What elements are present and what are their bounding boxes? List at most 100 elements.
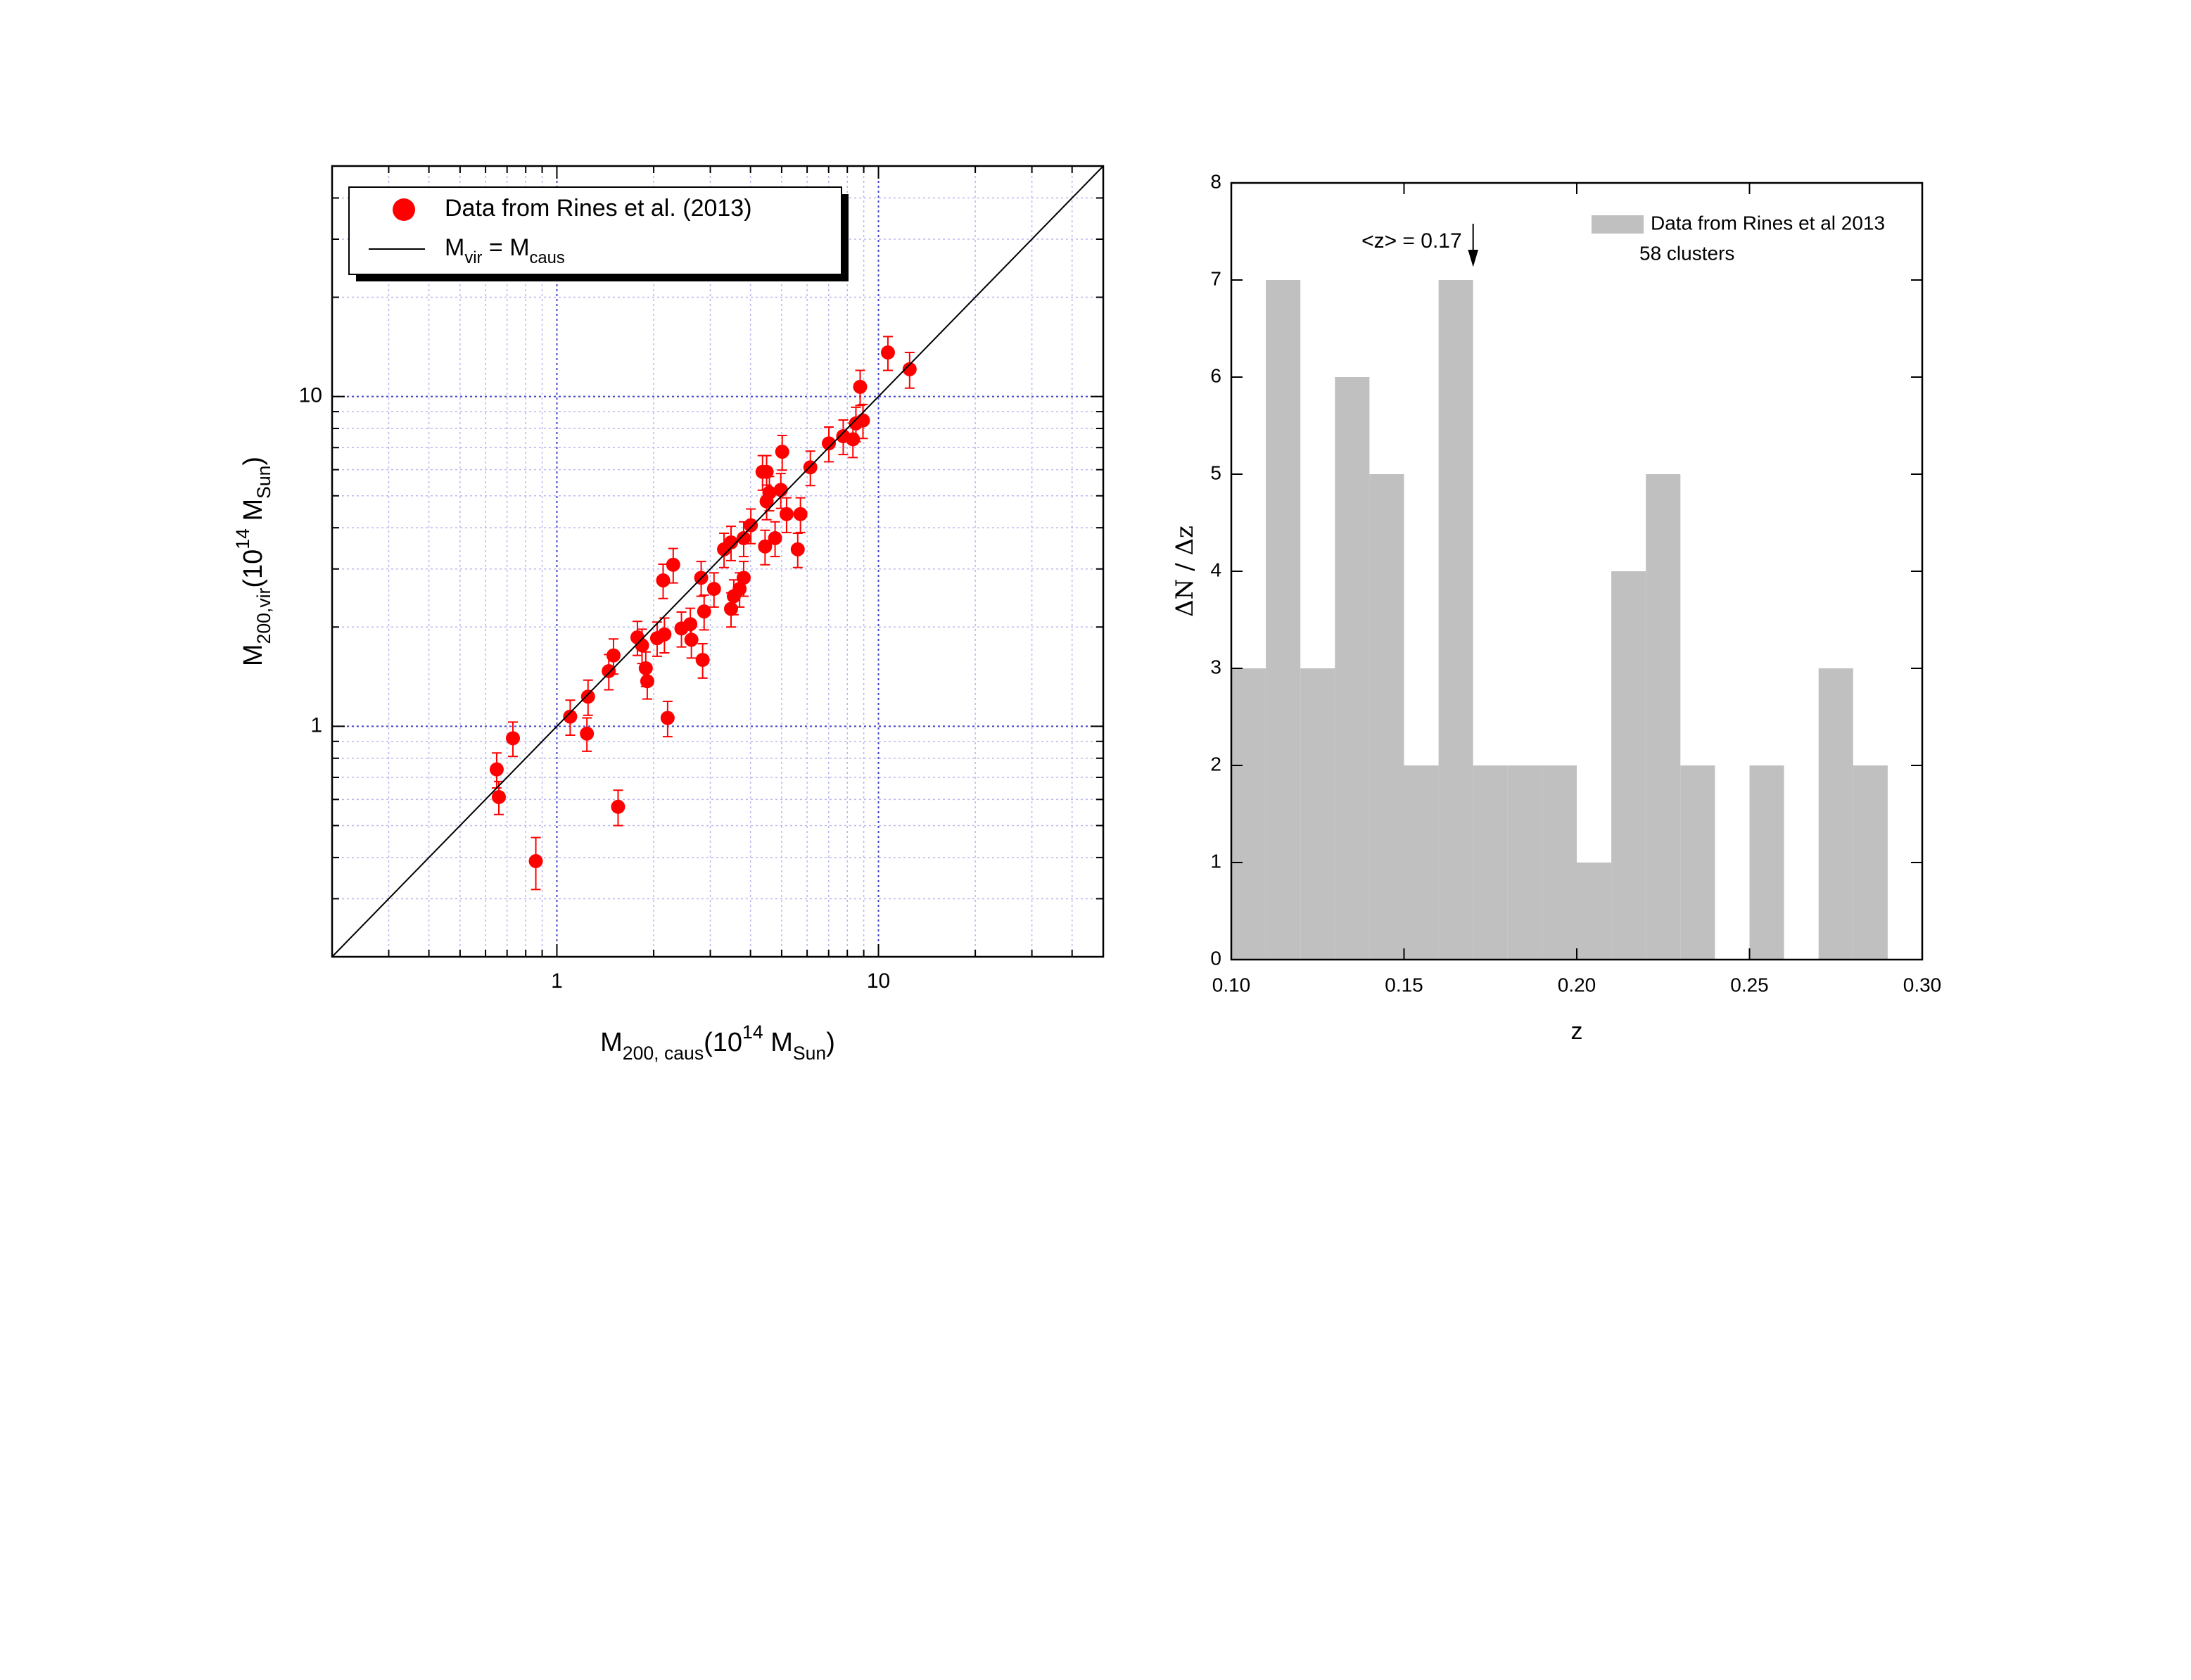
y-axis-label-part: M <box>239 499 268 528</box>
point <box>790 542 805 556</box>
bar <box>1577 863 1612 960</box>
x-tick-label: 0.10 <box>1212 974 1251 995</box>
point <box>706 582 721 597</box>
bar <box>1646 474 1681 960</box>
point <box>506 731 521 746</box>
x-axis-label-part: z <box>1571 1018 1583 1045</box>
bar <box>1231 668 1266 960</box>
point <box>528 854 543 869</box>
point <box>779 507 794 521</box>
y-axis-label: M200,vir(1014 MSun) <box>232 457 274 666</box>
point <box>724 602 739 616</box>
point <box>902 362 917 376</box>
point <box>759 464 774 479</box>
point <box>640 674 654 689</box>
point <box>736 530 751 545</box>
line <box>331 165 1104 957</box>
point <box>773 483 788 497</box>
y-axis-label: ΔN / Δz <box>1171 526 1199 617</box>
y-tick-label: 3 <box>1210 656 1221 677</box>
point <box>580 726 595 741</box>
y-axis-label-part: 14 <box>232 528 253 549</box>
x-axis-label: z <box>1571 1018 1583 1045</box>
point <box>666 557 680 572</box>
point <box>775 445 789 459</box>
legend-label-part: M <box>445 234 464 261</box>
y-tick-label: 2 <box>1210 753 1221 775</box>
x-axis-label-part: 200, caus <box>623 1043 704 1064</box>
point <box>697 604 711 619</box>
annotation: 58 clusters <box>1639 242 1734 264</box>
x-tick-label: 0.30 <box>1903 974 1942 995</box>
y-tick-label: 5 <box>1210 462 1221 483</box>
y-axis-label-part: Sun <box>253 466 274 499</box>
x-axis-label-part: (10 <box>704 1028 742 1057</box>
x-tick-label: 0.25 <box>1730 974 1769 995</box>
legend-label-part: Data from Rines et al. (2013) <box>445 195 752 222</box>
annotation: <z> = 0.17 <box>1361 229 1462 253</box>
point <box>793 507 808 521</box>
legend-label-part: caus <box>530 248 565 267</box>
annotation-arrow <box>1468 224 1479 267</box>
y-axis-label-part: (10 <box>239 549 268 588</box>
bar <box>1611 571 1646 960</box>
point <box>656 573 671 587</box>
x-tick-label: 1 <box>551 969 563 993</box>
y-tick-label: 6 <box>1210 364 1221 386</box>
legend-label: Data from Rines et al. (2013) <box>445 195 752 222</box>
point <box>684 632 699 647</box>
point <box>563 709 578 724</box>
legend-label-part: vir <box>464 248 482 267</box>
y-tick-label: 10 <box>299 384 322 407</box>
x-axis-label-part: ) <box>826 1028 835 1057</box>
x-axis-label-part: M <box>600 1028 623 1057</box>
point <box>580 689 595 704</box>
point <box>744 518 758 533</box>
y-axis-label-part: 200,vir <box>253 587 274 644</box>
point <box>638 661 653 675</box>
point <box>762 485 777 500</box>
x-tick-label: 0.15 <box>1385 974 1423 995</box>
y-tick-label: 1 <box>310 713 322 737</box>
x-axis-label-part: M <box>763 1028 793 1057</box>
point <box>660 711 675 725</box>
bar <box>1542 765 1577 960</box>
bar <box>1335 377 1370 960</box>
point <box>846 432 860 447</box>
x-axis-label: M200, caus(1014 MSun) <box>600 1022 835 1064</box>
bar <box>1266 280 1301 960</box>
y-tick-label: 7 <box>1210 267 1221 289</box>
point <box>491 789 506 804</box>
y-tick-label: 4 <box>1210 559 1221 580</box>
bar <box>1404 765 1439 960</box>
x-axis-label-part: 14 <box>742 1022 763 1043</box>
point <box>611 799 625 814</box>
x-tick-label: 0.20 <box>1558 974 1596 995</box>
bar <box>1438 280 1473 960</box>
y-tick-label: 8 <box>1210 170 1221 192</box>
y-axis-label-part: ΔN / Δz <box>1171 526 1199 617</box>
point <box>736 571 751 585</box>
legend <box>348 186 842 275</box>
legend-label-part: = M <box>482 234 529 261</box>
point <box>695 652 710 667</box>
point <box>606 648 621 663</box>
legend-label: Data from Rines et al 2013 <box>1651 212 1885 234</box>
y-axis-label-part: ) <box>239 457 268 466</box>
point <box>768 530 782 545</box>
point <box>822 436 837 451</box>
bar <box>1507 765 1542 960</box>
y-tick-label: 1 <box>1210 850 1221 872</box>
point <box>635 638 649 653</box>
point <box>758 539 773 554</box>
x-axis-label-part: Sun <box>793 1043 826 1064</box>
plot-frame <box>331 165 1105 958</box>
legend-swatch <box>1592 215 1644 234</box>
point <box>856 413 870 428</box>
legend-label: Mvir = Mcaus <box>445 234 565 267</box>
y-tick-label: 0 <box>1210 947 1221 969</box>
point <box>853 379 868 394</box>
bar <box>1300 668 1335 960</box>
bar <box>1473 765 1508 960</box>
